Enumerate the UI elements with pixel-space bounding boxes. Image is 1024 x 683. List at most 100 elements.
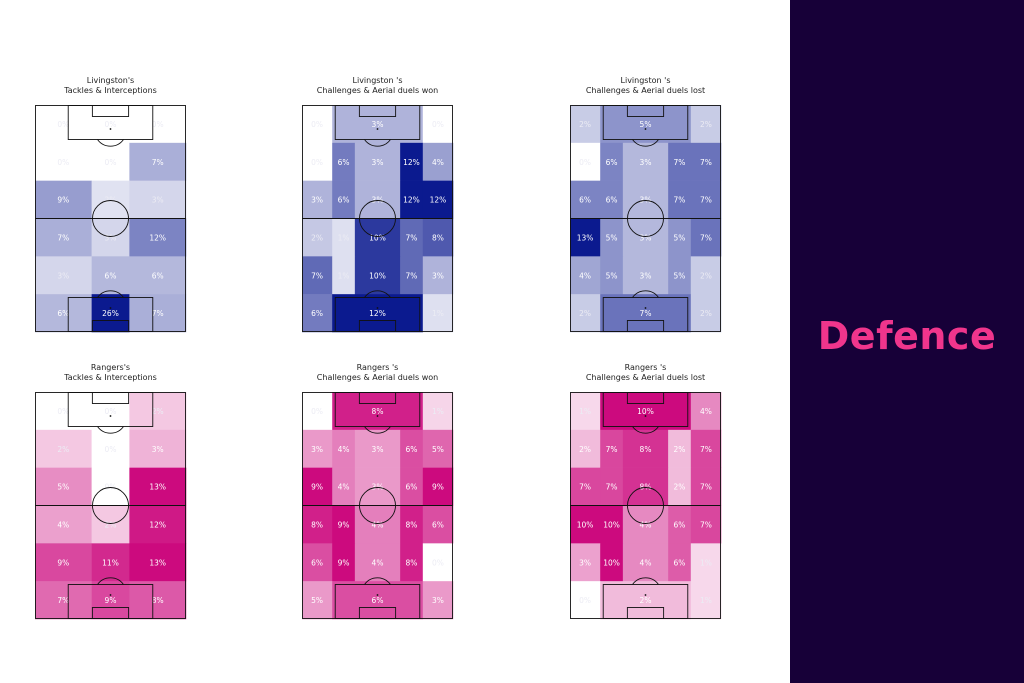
cell-label: 2% (311, 233, 323, 242)
cell-label: 0% (579, 158, 591, 167)
cell-label: 9% (338, 520, 350, 529)
cell-label: 10% (369, 233, 386, 242)
cell-label: 6% (674, 558, 686, 567)
heat-cell (622, 543, 669, 582)
pitch-lines (302, 105, 453, 332)
cell-label: 5% (674, 271, 686, 280)
heat-cell (668, 429, 692, 468)
cell-label: 6% (579, 196, 591, 205)
heat-cell (422, 294, 454, 333)
heat-cell (690, 543, 722, 582)
heat-cell (400, 467, 424, 506)
cell-label: 6% (674, 520, 686, 529)
heat-cell (622, 218, 669, 257)
cell-label: 0% (105, 445, 117, 454)
heat-cell (354, 467, 401, 506)
heat-cell (302, 218, 333, 257)
heat-cell (422, 429, 454, 468)
cell-label: 5% (432, 445, 444, 454)
cell-label: 5% (311, 596, 323, 605)
cell-label: 12% (149, 233, 166, 242)
heat-cell (400, 429, 424, 468)
heat-cell (622, 180, 669, 219)
cell-label: 4% (579, 271, 591, 280)
heat-cell (91, 505, 130, 544)
pitch-lines (302, 392, 453, 619)
cell-label: 6% (606, 196, 618, 205)
heat-cell (91, 467, 130, 506)
heat-cell (690, 429, 722, 468)
heat-cell (302, 392, 333, 431)
cell-label: 6% (406, 445, 418, 454)
heat-cell (622, 505, 669, 544)
heat-cell (129, 105, 187, 144)
cell-label: 2% (640, 596, 652, 605)
heat-cell (570, 505, 601, 544)
heat-cell (668, 180, 692, 219)
cell-label: 7% (700, 233, 712, 242)
chart-title: Rangers 's Challenges & Aerial duels won (316, 363, 439, 382)
cell-label: 1% (338, 233, 350, 242)
cell-label: 1% (579, 407, 591, 416)
heat-cell (35, 180, 92, 219)
heat-cell (332, 429, 356, 468)
heat-cell (129, 467, 187, 506)
cell-label: 9% (338, 558, 350, 567)
pitch-lines (35, 392, 186, 619)
cell-label: 1% (700, 596, 712, 605)
heat-cell (422, 180, 454, 219)
heat-cell (354, 256, 401, 295)
cell-label: 3% (311, 445, 323, 454)
heat-cell (91, 256, 130, 295)
heat-cell (332, 180, 356, 219)
heat-cell (354, 142, 401, 181)
heat-cell (302, 505, 333, 544)
cell-label: 8% (406, 520, 418, 529)
cell-label: 8% (372, 407, 384, 416)
pitch-lines (35, 105, 186, 332)
cell-label: 7% (406, 233, 418, 242)
heat-cell (129, 142, 187, 181)
heat-cell (35, 429, 92, 468)
heat-cell (622, 256, 669, 295)
heat-cell (129, 505, 187, 544)
heat-cell (400, 218, 424, 257)
heat-cell (332, 392, 424, 431)
heat-cell (690, 180, 722, 219)
cell-label: 6% (311, 309, 323, 318)
cell-label: 12% (403, 158, 420, 167)
heat-cell (600, 581, 692, 620)
heat-cell (35, 142, 92, 181)
heat-cell (129, 180, 187, 219)
heat-cell (422, 392, 454, 431)
cell-label: 8% (406, 558, 418, 567)
cell-label: 9% (57, 196, 69, 205)
cell-label: 4% (640, 558, 652, 567)
pitch-heatmap: 0% 0% 2%2% 0% 3%5% 0% 13%4% 2% 12%9% 11% 13%7% 9% 8% (35, 392, 187, 620)
section-label: Defence (817, 314, 997, 358)
heat-cell (354, 543, 401, 582)
chart-title: Livingston 's Challenges & Aerial duels … (316, 76, 439, 95)
heat-cell (400, 505, 424, 544)
cell-label: 7% (152, 309, 164, 318)
cell-label: 7% (606, 483, 618, 492)
cell-label: 12% (430, 196, 447, 205)
cell-label: 5% (640, 120, 652, 129)
heat-cell (302, 543, 333, 582)
cell-label: 4% (432, 158, 444, 167)
cell-label: 10% (637, 407, 654, 416)
heat-cell (302, 142, 333, 181)
cell-label: 0% (311, 120, 323, 129)
cell-label: 4% (372, 558, 384, 567)
cell-label: 6% (372, 596, 384, 605)
cell-label: 7% (640, 309, 652, 318)
heat-cell (35, 467, 92, 506)
heat-cell (690, 467, 722, 506)
heat-cell (422, 105, 454, 144)
pitch-heatmap: 0% 3% 0% 0% 6% 3% 12% 4% 3% 6% 3% 12% 12% 2% 1% 10% 7% 8%… (302, 105, 454, 333)
heat-cell (91, 142, 130, 181)
cell-label: 10% (577, 520, 594, 529)
heat-cell (91, 105, 130, 144)
heat-cell (35, 294, 92, 333)
heat-cell (129, 581, 187, 620)
